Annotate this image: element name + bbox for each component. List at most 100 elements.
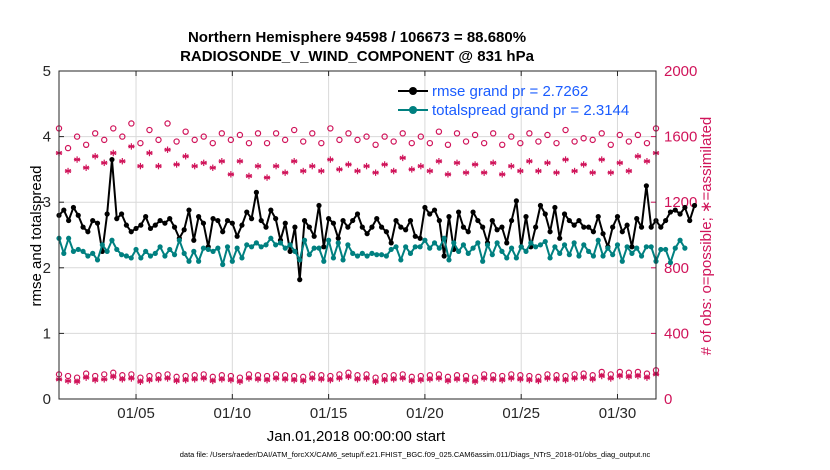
obs-assimilated-marker [517,376,524,383]
totalspread-point [94,257,101,263]
rmse-point [677,211,683,217]
obs-assimilated-marker [209,377,216,385]
rmse-point [600,231,606,237]
obs-assimilated-marker [598,372,605,380]
totalspread-point [403,244,409,250]
obs-assimilated-marker [182,376,189,384]
rmse-point [268,207,274,213]
y-axis-left-label: rmse and totalspread [28,166,45,307]
totalspread-point [143,248,149,254]
totalspread-point [504,255,510,261]
rmse-point [157,217,163,224]
obs-assimilated-marker [471,378,479,385]
rmse-point [138,222,144,228]
obs-assimilated-marker [508,375,515,382]
obs-assimilated-marker [263,376,271,384]
rmse-point [248,216,255,222]
totalspread-point [273,242,279,248]
obs-assimilated-marker [553,169,560,176]
obs-possible-marker [254,130,262,137]
totalspread-point [595,237,601,243]
rmse-point [658,224,664,230]
rmse-point [354,211,361,217]
rmse-point [691,202,698,209]
obs-assimilated-marker [245,172,253,180]
obs-possible-marker [453,130,461,137]
obs-assimilated-marker [489,376,497,383]
obs-assimilated-marker [263,174,271,181]
rmse-point [359,224,365,230]
obs-possible-marker [345,130,352,137]
rmse-point [162,220,168,226]
rmse-point [258,217,264,224]
data-file-caption: data file: /Users/raeder/DAI/ATM_forcXX/… [179,450,651,459]
rmse-point [407,217,414,224]
totalspread-point [494,240,500,246]
rmse-point [537,202,544,209]
totalspread-point [128,255,134,261]
obs-possible-marker [562,126,569,134]
totalspread-point [70,248,77,254]
rmse-point [85,229,91,235]
x-tick-label: 01/30 [599,405,637,422]
totalspread-point [417,244,423,250]
obs-possible-marker [110,125,117,132]
obs-assimilated-marker [480,375,488,382]
obs-assimilated-marker [155,376,162,383]
rmse-point [104,211,110,217]
legend-totalspread-swatch-marker [409,106,417,114]
x-tick-label: 01/10 [214,405,252,422]
totalspread-point [297,257,303,263]
rmse-point [321,244,327,250]
rmse-point [663,217,669,224]
obs-assimilated-marker [417,376,425,384]
rmse-point [292,224,298,230]
y-left-tick-label: 2 [43,260,51,277]
totalspread-point [523,248,529,254]
totalspread-point [499,248,505,254]
totalspread-point [326,237,332,243]
rmse-point [513,198,519,204]
obs-assimilated-marker [200,159,207,167]
rmse-point [398,224,404,230]
obs-assimilated-marker [354,167,361,175]
rmse-point [171,224,178,230]
rmse-point [571,222,577,228]
obs-assimilated-marker [444,171,452,178]
obs-possible-marker [146,126,153,134]
y-left-tick-label: 4 [43,129,51,146]
rmse-point [552,204,558,211]
y-right-tick-label: 1200 [664,194,697,211]
legend-totalspread-label: totalspread grand pr = 2.3144 [432,102,629,119]
obs-assimilated-marker [119,158,126,165]
obs-assimilated-marker [453,159,461,167]
rmse-point [186,207,192,213]
totalspread-point [431,240,438,246]
rmse-point [200,220,207,226]
obs-possible-marker [309,130,316,137]
rmse-point [581,224,587,230]
rmse-point [533,224,539,230]
totalspread-point [152,250,158,256]
obs-assimilated-marker [209,164,216,171]
obs-assimilated-marker [272,162,280,170]
x-axis-label: Jan.01,2018 00:00:00 start [267,428,446,445]
obs-assimilated-marker [137,378,144,385]
totalspread-point [465,250,471,256]
obs-assimilated-marker [128,375,135,382]
rmse-point [273,216,279,222]
obs-possible-marker [300,138,307,145]
rmse-point [470,209,476,215]
obs-assimilated-marker [607,375,614,382]
obs-possible-marker [281,136,289,144]
totalspread-point [244,242,250,248]
obs-assimilated-marker [254,162,262,170]
obs-assimilated-marker [535,167,542,175]
rmse-point [229,220,235,226]
obs-assimilated-marker [499,171,506,178]
rmse-point [263,224,269,230]
y-right-tick-label: 0 [664,391,672,408]
totalspread-point [489,252,495,258]
rmse-point [393,217,399,224]
obs-possible-marker [390,138,397,145]
